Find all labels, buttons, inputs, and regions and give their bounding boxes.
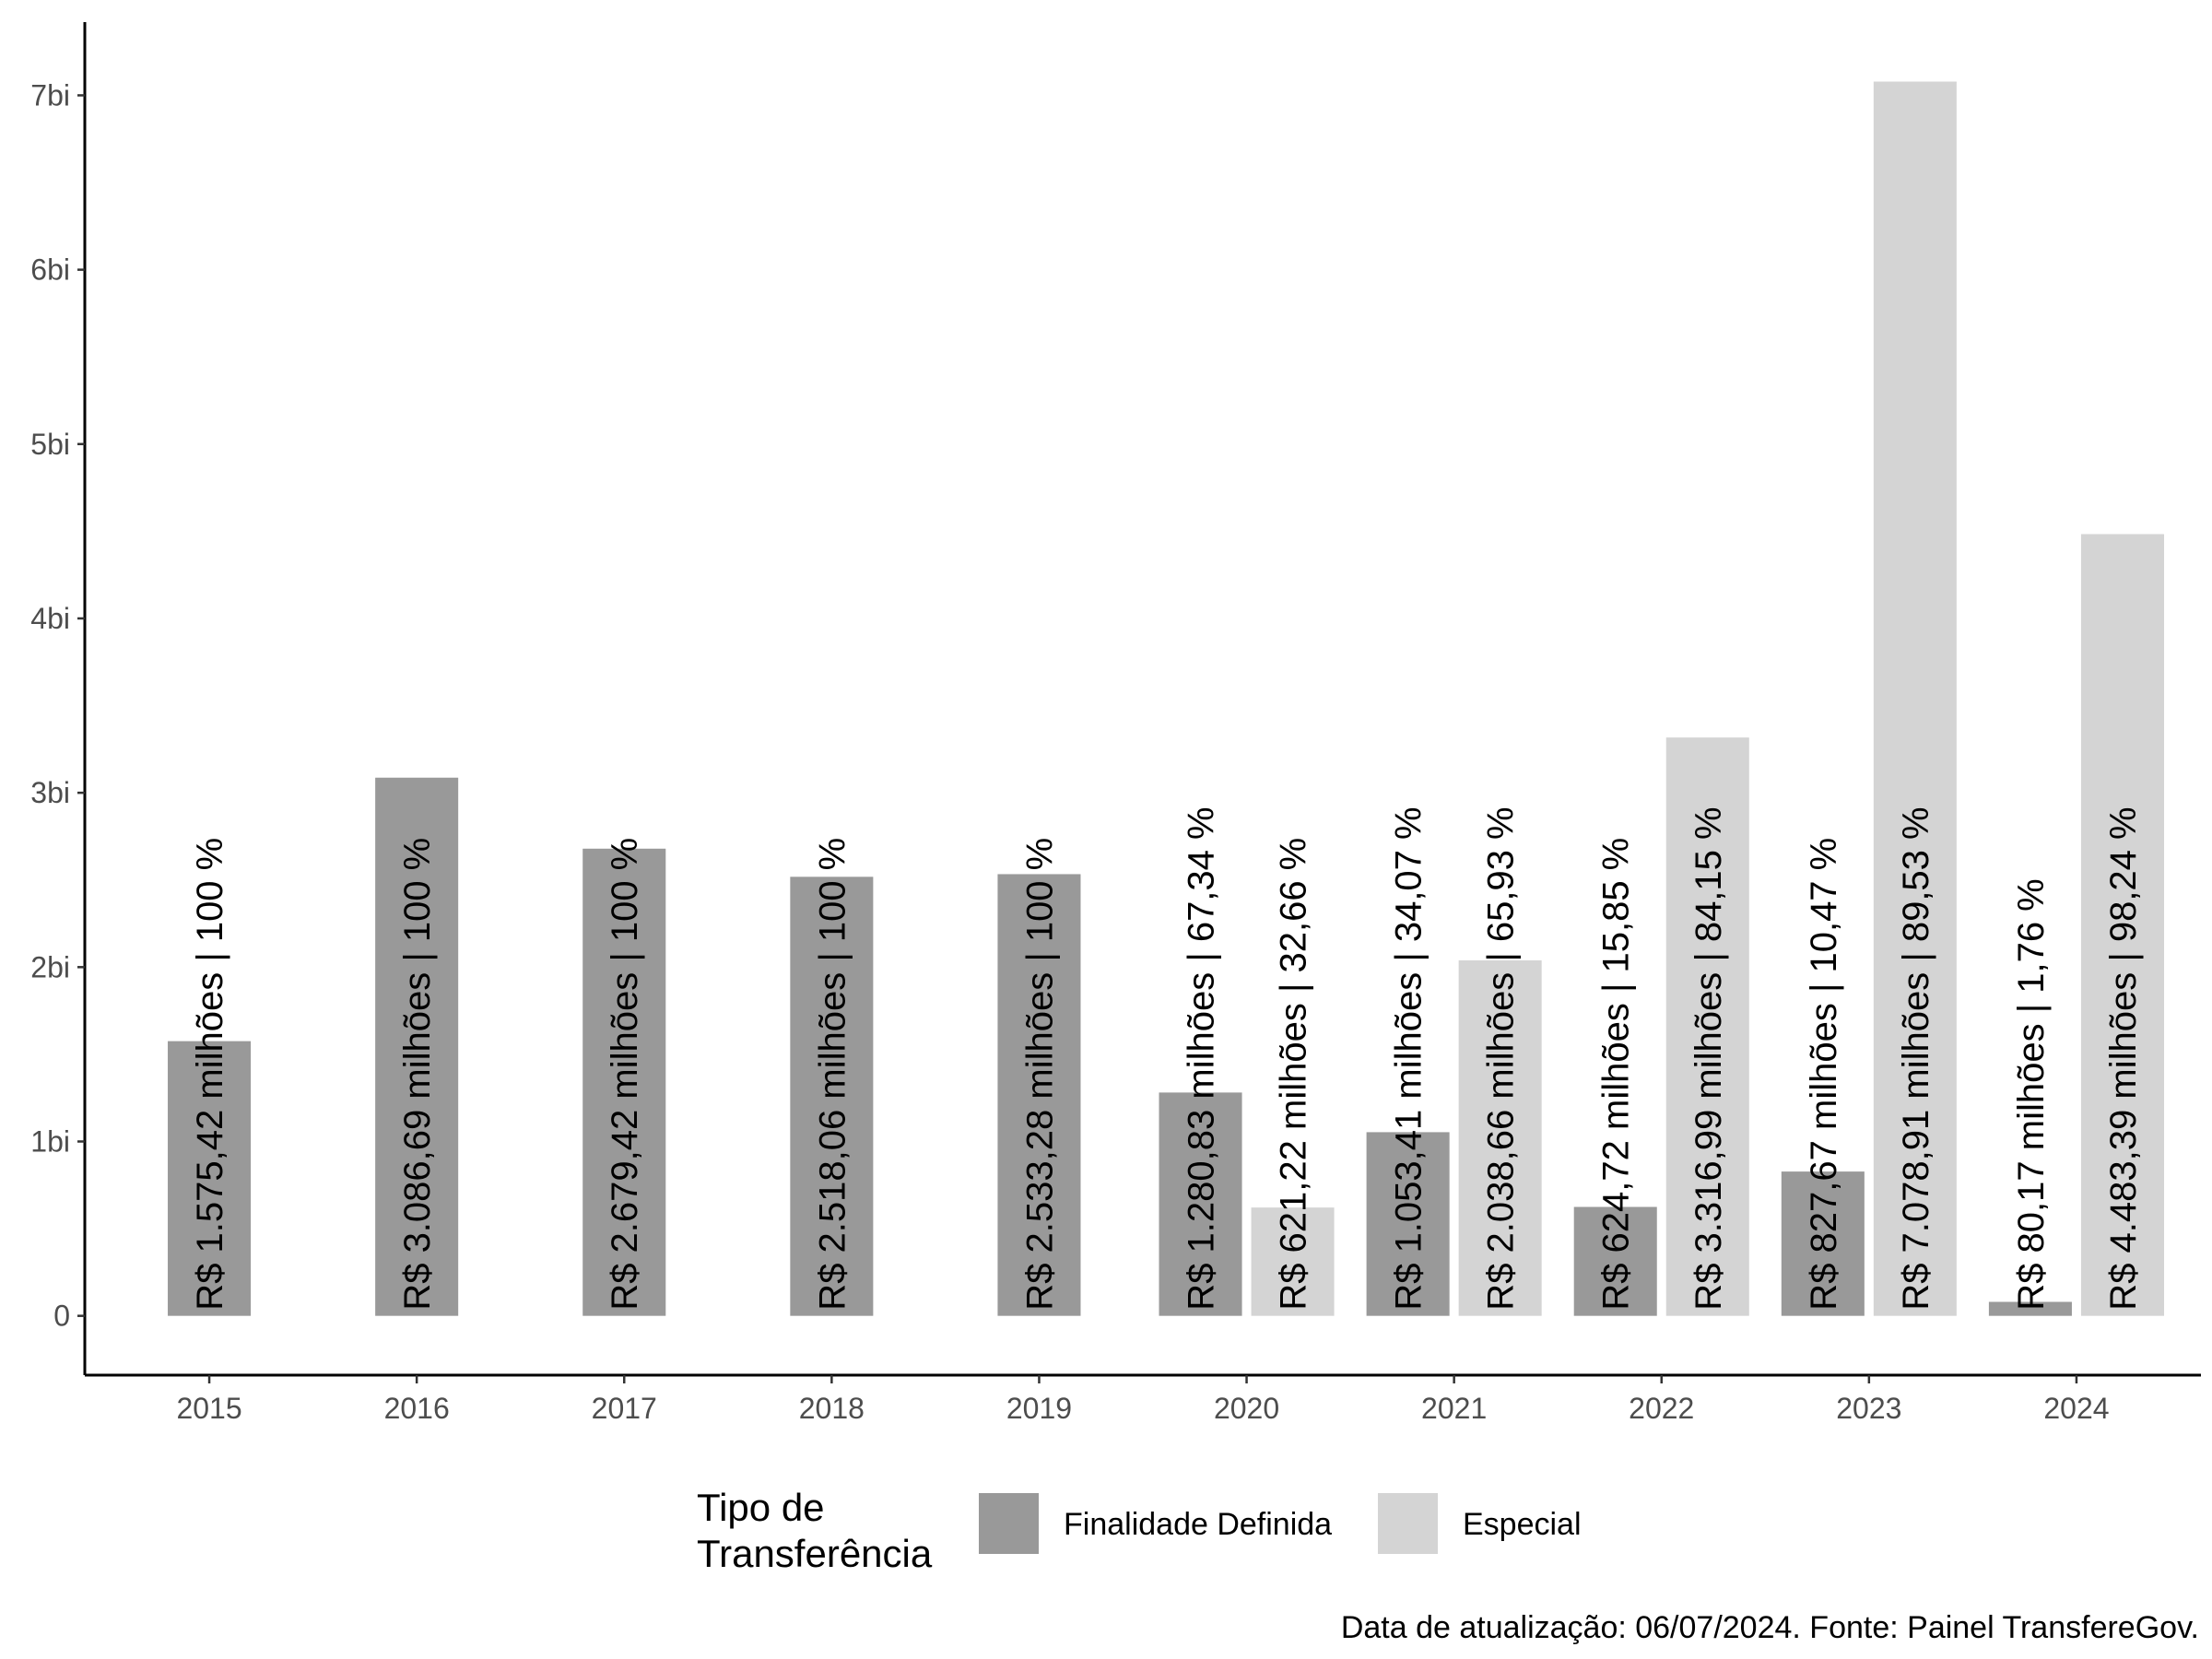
data-label-2023-finalidade-definida: R$ 827,67 milhões | 10,47 % [1804, 838, 1844, 1311]
x-tick-label-2018: 2018 [799, 1392, 865, 1425]
legend-title-line-2: Transferência [697, 1532, 933, 1575]
x-tick-label-2016: 2016 [384, 1392, 450, 1425]
bars-layer [168, 81, 2164, 1316]
chart-caption: Data de atualização: 06/07/2024. Fonte: … [1341, 1610, 2199, 1645]
data-label-2017-finalidade-definida: R$ 2.679,42 milhões | 100 % [605, 838, 645, 1311]
data-label-2024-finalidade-definida: R$ 80,17 milhões | 1,76 % [2011, 878, 2052, 1310]
bar-2023-finalidade-definida [1781, 1171, 1865, 1316]
bar-2020-finalidade-definida [1159, 1092, 1242, 1316]
x-tick-label-2019: 2019 [1006, 1392, 1072, 1425]
y-tick-label-4bi: 4bi [30, 602, 70, 635]
legend-key-especial [1378, 1493, 1438, 1554]
data-labels-layer: R$ 1.575,42 milhões | 100 % R$ 3.086,69 m… [190, 806, 2144, 1310]
y-tick-label-2bi: 2bi [30, 950, 70, 983]
bar-2017-finalidade-definida [582, 848, 666, 1316]
x-tick-label-2015: 2015 [176, 1392, 241, 1425]
legend-label-especial: Especial [1463, 1507, 1582, 1542]
x-tick-label-2022: 2022 [1629, 1392, 1694, 1425]
x-tick-label-2021: 2021 [1421, 1392, 1487, 1425]
bar-2024-finalidade-definida [1988, 1301, 2072, 1316]
data-label-2016-finalidade-definida: R$ 3.086,69 milhões | 100 % [397, 838, 438, 1311]
legend-key-finalidade-definida [979, 1493, 1039, 1554]
data-label-2019-finalidade-definida: R$ 2.533,28 milhões | 100 % [1019, 838, 1060, 1311]
bar-2022-finalidade-definida [1573, 1206, 1657, 1316]
bar-2022-especial [1665, 737, 1749, 1316]
bar-2023-especial [1873, 81, 1957, 1316]
data-label-2023-especial: R$ 7.078,91 milhões | 89,53 % [1896, 806, 1936, 1310]
x-tick-label-2024: 2024 [2043, 1392, 2109, 1425]
y-tick-label-0: 0 [53, 1300, 70, 1333]
y-tick-label-1bi: 1bi [30, 1125, 70, 1159]
bar-2024-especial [2080, 534, 2164, 1316]
x-tick-label-2020: 2020 [1214, 1392, 1279, 1425]
bar-2020-especial [1251, 1207, 1335, 1316]
data-label-2018-finalidade-definida: R$ 2.518,06 milhões | 100 % [812, 838, 853, 1311]
y-tick-label-7bi: 7bi [30, 78, 70, 112]
bar-2016-finalidade-definida [375, 777, 459, 1316]
bar-2018-finalidade-definida [790, 877, 874, 1316]
data-label-2022-finalidade-definida: R$ 624,72 milhões | 15,85 % [1596, 838, 1637, 1311]
data-label-2022-especial: R$ 3.316,99 milhões | 84,15 % [1688, 806, 1729, 1310]
legend-label-finalidade-definida: Finalidade Definida [1064, 1507, 1332, 1542]
y-tick-label-6bi: 6bi [30, 253, 70, 287]
data-label-2021-especial: R$ 2.038,66 milhões | 65,93 % [1481, 806, 1522, 1310]
bar-2021-especial [1458, 960, 1542, 1316]
data-label-2024-especial: R$ 4.483,39 milhões | 98,24 % [2103, 806, 2144, 1310]
data-label-2021-finalidade-definida: R$ 1.053,41 milhões | 34,07 % [1389, 806, 1430, 1310]
data-label-2020-especial: R$ 621,22 milhões | 32,66 % [1274, 838, 1314, 1311]
data-label-2015-finalidade-definida: R$ 1.575,42 milhões | 100 % [190, 838, 230, 1311]
y-tick-label-5bi: 5bi [30, 428, 70, 461]
x-tick-label-2017: 2017 [592, 1392, 657, 1425]
legend-title-line-1: Tipo de [697, 1486, 825, 1529]
data-label-2020-finalidade-definida: R$ 1.280,83 milhões | 67,34 % [1182, 806, 1222, 1310]
y-tick-label-3bi: 3bi [30, 776, 70, 809]
bar-2021-finalidade-definida [1366, 1132, 1450, 1316]
bar-2015-finalidade-definida [168, 1041, 252, 1316]
axes-layer: 0 1bi 2bi 3bi 4bi 5bi 6bi 7bi 2015 2016 2017 2018 20… [30, 22, 2201, 1425]
x-tick-label-2023: 2023 [1836, 1392, 1901, 1425]
bar-2019-finalidade-definida [997, 874, 1081, 1316]
